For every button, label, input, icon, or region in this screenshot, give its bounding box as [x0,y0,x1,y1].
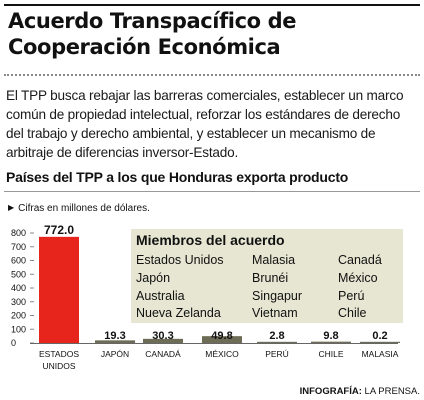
bar-value-label: 2.8 [269,330,284,342]
bar [257,341,297,343]
x-tick-label: JAPÓN [101,349,129,359]
bar [39,236,79,343]
y-tick-label: 100 [11,324,26,334]
x-tick-label: CHILE [318,349,343,359]
legend-member: Brunéi [252,271,289,285]
x-tick-label: ESTADOS UNIDOS [39,349,79,371]
credit-source: LA PRENSA. [364,386,420,397]
legend-member: Estados Unidos [136,253,224,267]
y-tick-label: 0 [11,338,16,348]
y-tick-label: 200 [11,311,26,321]
legend-member: Japón [136,271,171,285]
legend-member: Singapur [252,289,303,303]
y-tick-label: 700 [11,242,26,252]
legend-title: Miembros del acuerdo [136,232,285,248]
y-tick-label: 300 [11,297,26,307]
legend-member: Malasia [252,253,296,267]
x-tick-label: CANADÁ [145,349,181,359]
legend-member: Chile [338,306,367,320]
credit: INFOGRAFÍA: LA PRENSA. [300,386,420,397]
bar [202,336,242,343]
legend-member: Australia [136,289,185,303]
bar [360,341,400,343]
chart-subtitle: Países del TPP a los que Honduras export… [6,169,349,185]
x-tick-label: MALASIA [362,349,399,359]
bar-value-label: 9.8 [323,330,338,342]
top-rule [4,4,420,6]
bar [95,340,135,343]
x-tick-label: PERÚ [265,349,289,359]
x-tick-label: MÉXICO [205,349,239,359]
y-tick-label: 500 [11,269,26,279]
units-note: ▶ Cifras en millones de dólares. [8,203,150,214]
units-note-text: Cifras en millones de dólares. [18,203,150,214]
legend-member: Canadá [338,253,382,267]
credit-label: INFOGRAFÍA: [299,386,362,397]
triangle-bullet-icon: ▶ [8,203,15,212]
bar-value-label: 49.8 [211,330,232,342]
legend-member: Nueva Zelanda [136,306,221,320]
bar-value-label: 19.3 [104,330,125,342]
legend-member: Perú [338,289,365,303]
bar-value-label: 30.3 [152,330,173,342]
y-tick-label: 600 [11,256,26,266]
bar [143,338,183,343]
subtitle-divider [4,191,420,192]
dotted-divider [4,74,420,78]
intro-paragraph: El TPP busca rebajar las barreras comerc… [6,88,404,160]
page-title: Acuerdo Transpacífico de Cooperación Eco… [8,9,297,59]
legend-member: Vietnam [252,306,298,320]
y-tick-label: 400 [11,283,26,293]
legend-member: México [338,271,378,285]
y-tick-label: 800 [11,228,26,238]
bar-value-label: 0.2 [372,330,387,342]
legend-box [131,229,403,323]
bar [311,341,351,343]
bar-value-label: 772.0 [44,223,74,237]
